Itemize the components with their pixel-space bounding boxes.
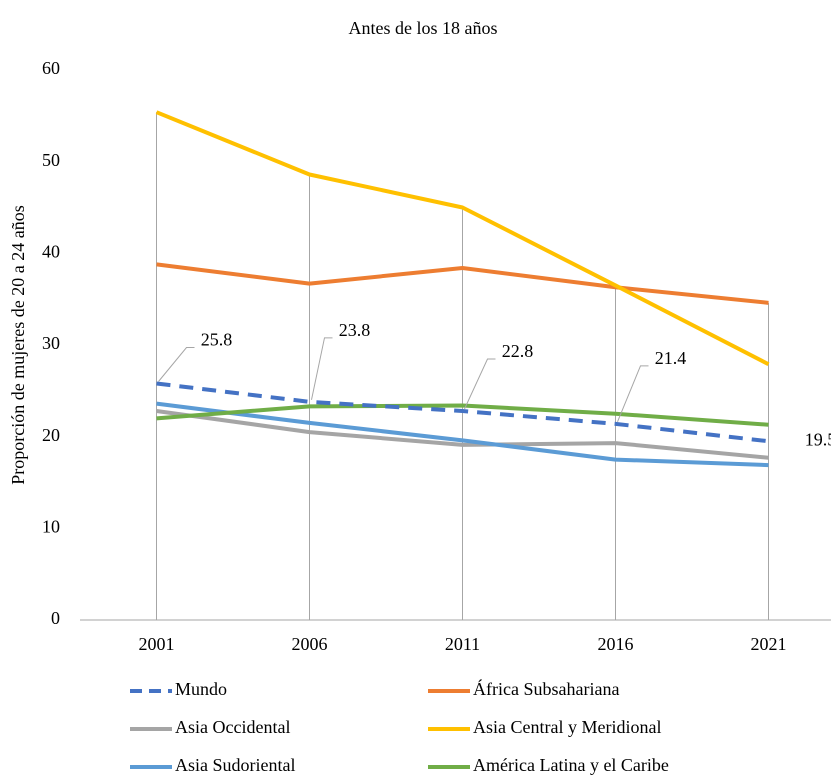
series-line	[156, 381, 769, 444]
x-tick-label: 2016	[598, 634, 634, 654]
y-tick-label: 60	[42, 58, 60, 78]
data-label: 25.8	[201, 330, 233, 350]
legend-label: Asia Occidental	[175, 717, 290, 737]
series-line	[156, 403, 769, 427]
y-tick-label: 50	[42, 150, 60, 170]
leader-line	[464, 358, 496, 410]
legend-label: Mundo	[175, 679, 227, 699]
legend-label: África Subsahariana	[473, 678, 619, 699]
data-label: 22.8	[502, 341, 534, 361]
y-tick-label: 0	[51, 608, 60, 628]
y-tick-label: 40	[42, 241, 60, 261]
x-tick-label: 2021	[751, 634, 787, 654]
legend-label: Asia Central y Meridional	[473, 717, 661, 737]
y-tick-label: 20	[42, 425, 60, 445]
y-tick-label: 10	[42, 516, 60, 536]
series-line	[156, 401, 769, 468]
y-axis-label: Proporción de mujeres de 20 a 24 años	[8, 205, 28, 484]
leader-line	[158, 347, 195, 382]
x-tick-label: 2006	[292, 634, 328, 654]
chart-title: Antes de los 18 años	[349, 18, 498, 38]
data-label: 19.5	[805, 429, 831, 449]
legend-label: Asia Sudoriental	[175, 755, 295, 775]
series-line	[156, 409, 769, 460]
series-line	[156, 262, 769, 305]
x-tick-label: 2011	[445, 634, 480, 654]
leader-line	[311, 337, 333, 400]
data-label: 23.8	[339, 320, 371, 340]
data-label: 21.4	[655, 348, 687, 368]
series-line	[155, 110, 770, 367]
legend-label: América Latina y el Caribe	[473, 755, 669, 775]
y-tick-label: 30	[42, 333, 60, 353]
leader-line	[617, 365, 649, 423]
x-tick-label: 2001	[139, 634, 175, 654]
